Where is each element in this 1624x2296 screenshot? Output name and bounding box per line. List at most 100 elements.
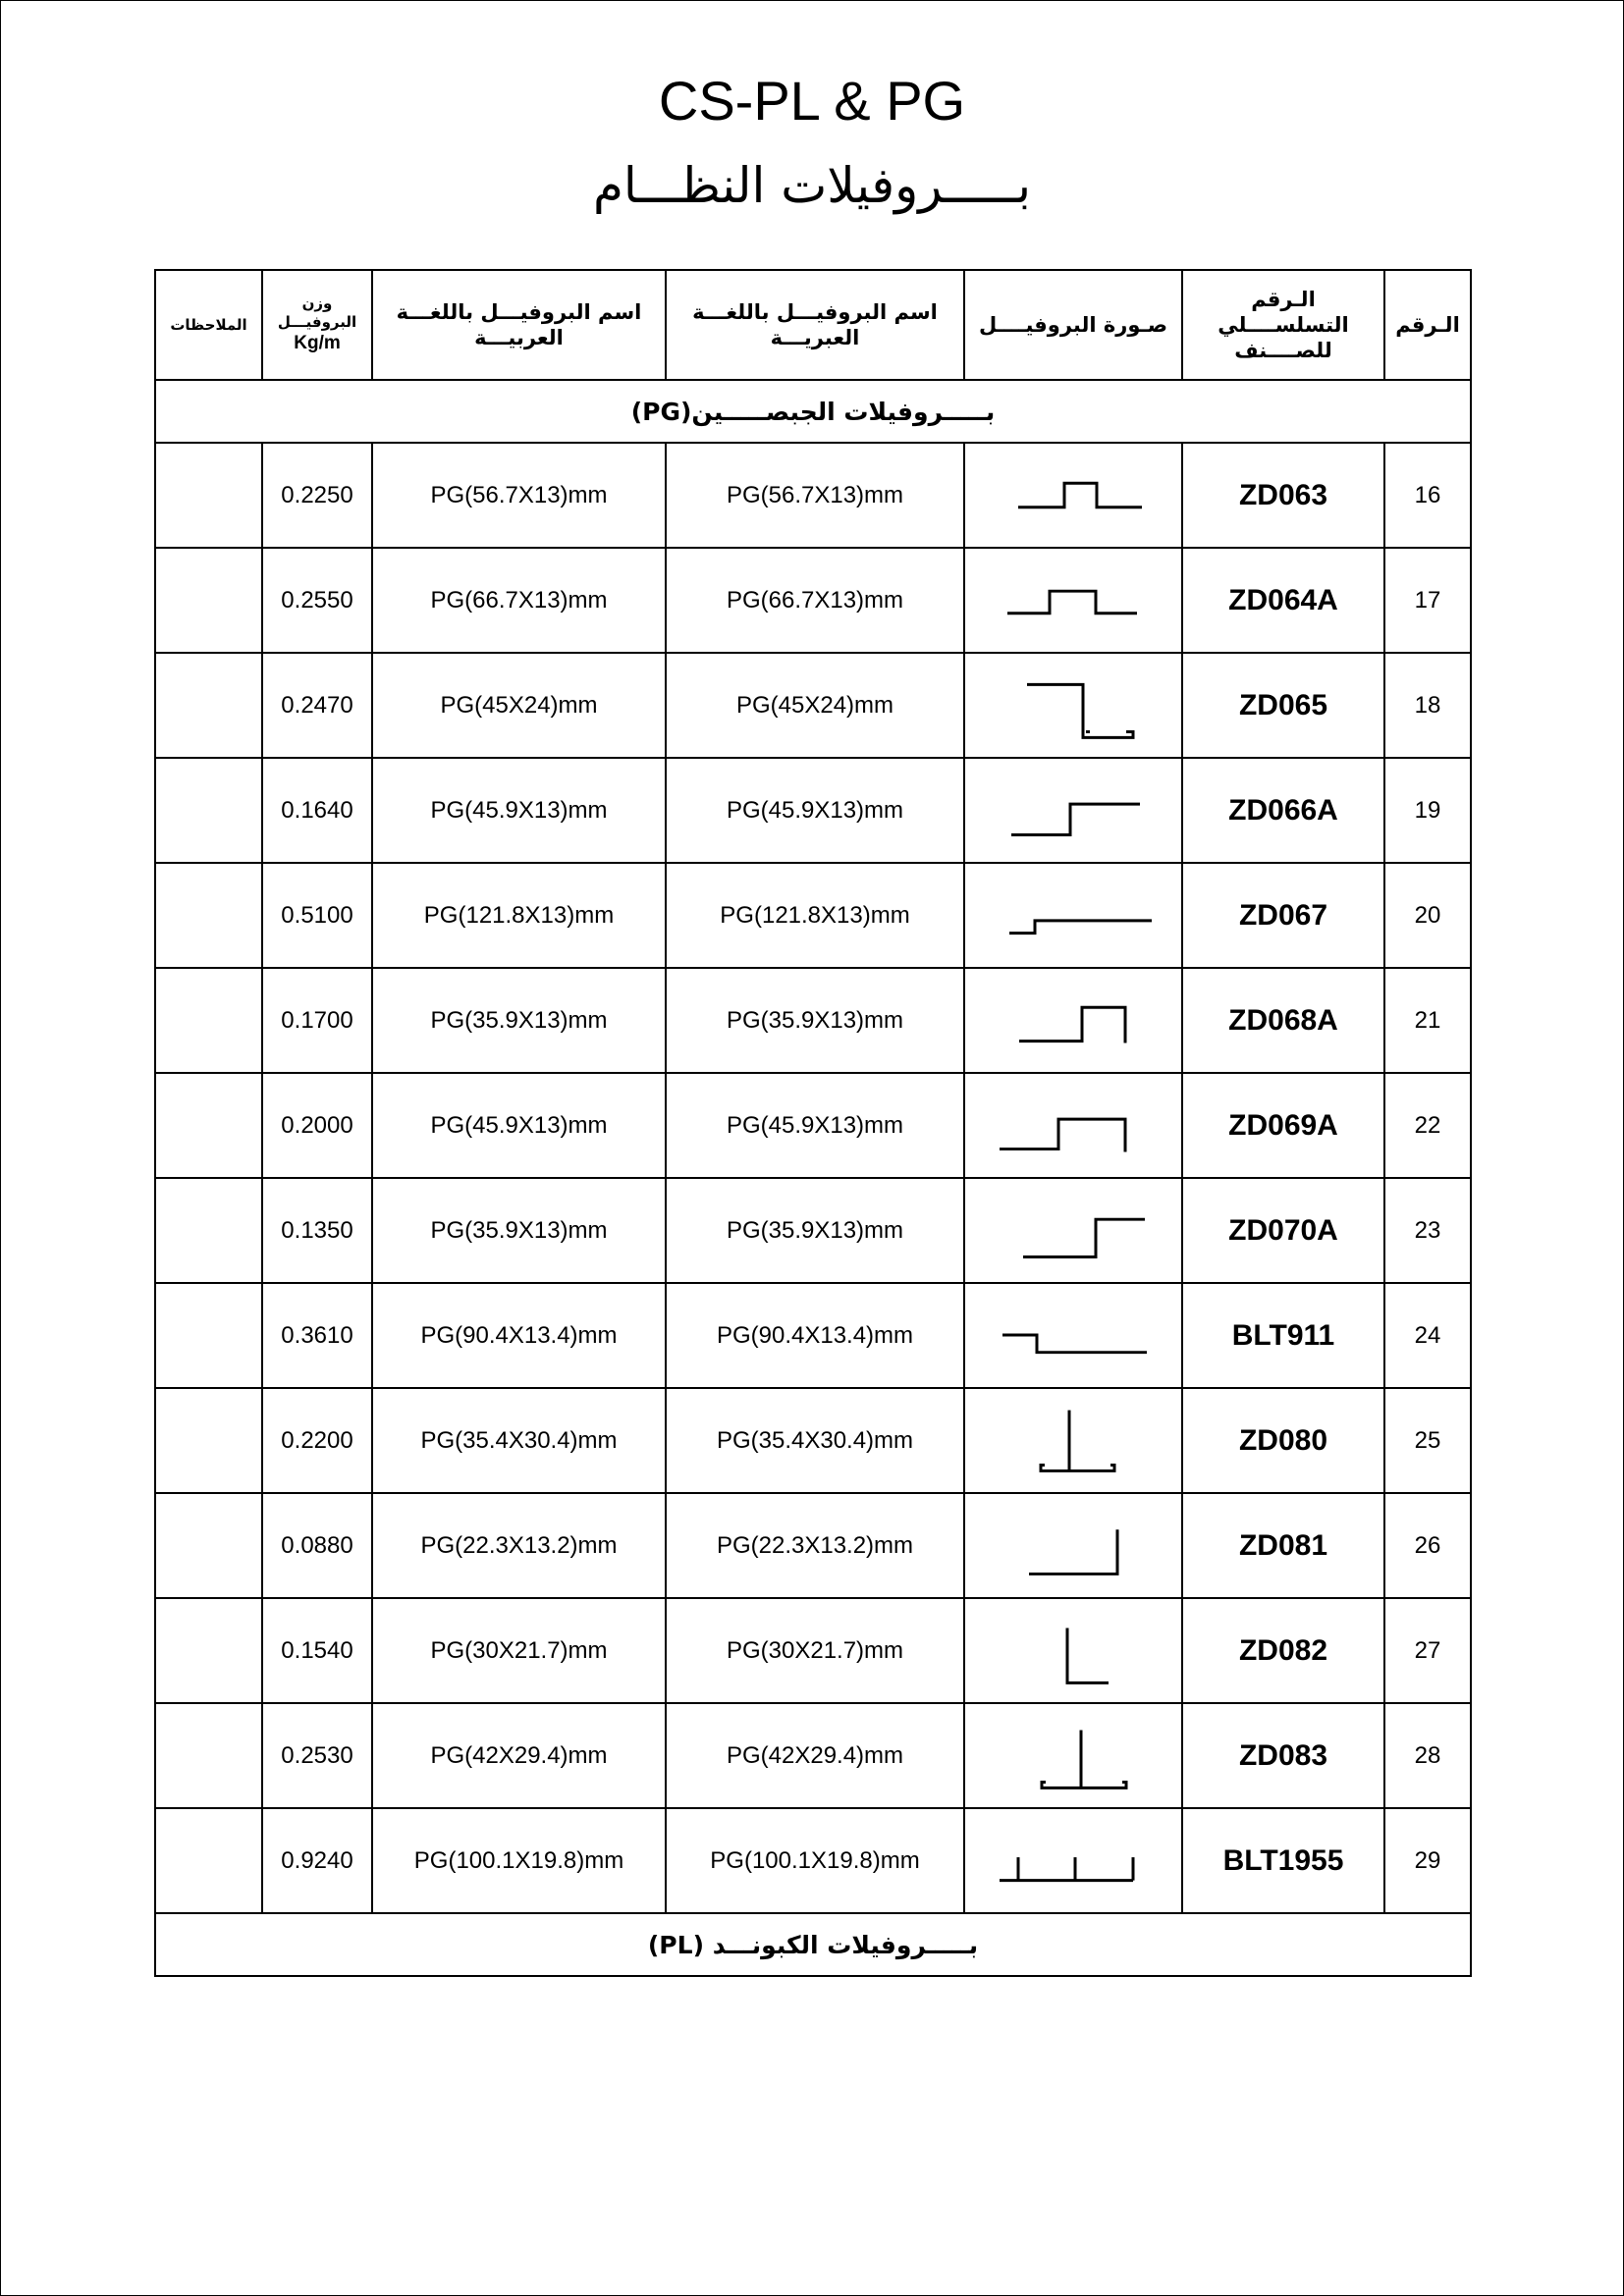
profile-name-arabic: PG(35.9X13)mm <box>371 1177 667 1284</box>
profile-notes <box>154 1492 263 1599</box>
profile-stroke <box>1000 1117 1127 1152</box>
header-weight-label: وزن البروفيـــل <box>277 294 357 332</box>
item-code: ZD081 <box>1181 1492 1385 1599</box>
profile-name-arabic: PG(121.8X13)mm <box>371 862 667 969</box>
header-weight: وزن البروفيـــل Kg/m <box>261 269 373 381</box>
profile-name-hebrew: PG(42X29.4)mm <box>665 1702 965 1809</box>
item-code: ZD083 <box>1181 1702 1385 1809</box>
profile-name-arabic: PG(30X21.7)mm <box>371 1597 667 1704</box>
step-channel-profile-icon <box>1019 1005 1127 1043</box>
profiles-table: الـرقم الـرقم التسلســــلي للصــــنف صـو… <box>154 269 1472 1977</box>
profile-notes <box>154 1177 263 1284</box>
row-number: 22 <box>1383 1072 1472 1179</box>
profile-notes <box>154 757 263 864</box>
row-number: 28 <box>1383 1702 1472 1809</box>
profile-notes <box>154 1807 263 1914</box>
profile-stroke <box>1007 589 1137 615</box>
profile-weight: 0.0880 <box>261 1492 373 1599</box>
profile-stroke <box>1023 1217 1145 1258</box>
t-profile-icon <box>1039 1410 1116 1472</box>
profile-name-hebrew: PG(22.3X13.2)mm <box>665 1492 965 1599</box>
profile-stroke <box>1019 1005 1127 1043</box>
table-row: 18 ZD065 PG(45X24)mm PG(45X24)mm 0.2470 <box>154 652 1472 759</box>
profile-notes <box>154 652 263 759</box>
profile-name-arabic: PG(35.9X13)mm <box>371 967 667 1074</box>
profile-name-arabic: PG(22.3X13.2)mm <box>371 1492 667 1599</box>
table-row: 20 ZD067 PG(121.8X13)mm PG(121.8X13)mm 0.510… <box>154 862 1472 969</box>
row-number: 20 <box>1383 862 1472 969</box>
row-number: 17 <box>1383 547 1472 654</box>
item-code: BLT911 <box>1181 1282 1385 1389</box>
profile-stroke <box>1002 1333 1147 1355</box>
row-number: 24 <box>1383 1282 1472 1389</box>
item-code: ZD063 <box>1181 442 1385 549</box>
l-profile-right-icon <box>1029 1529 1119 1575</box>
item-code: ZD082 <box>1181 1597 1385 1704</box>
profile-name-arabic: PG(100.1X19.8)mm <box>371 1807 667 1914</box>
step-profile-short-icon <box>1023 1217 1145 1258</box>
step-channel-profile-wide-icon <box>1000 1117 1127 1152</box>
profile-image <box>963 1177 1183 1284</box>
hat-profile-wide-icon <box>1007 589 1137 615</box>
header-row: الـرقم الـرقم التسلســــلي للصــــنف صـو… <box>154 269 1472 381</box>
document-subtitle: بـــــروفيلات النظـــام <box>592 157 1032 214</box>
l-profile-icon <box>1065 1628 1109 1684</box>
profile-stroke <box>1009 919 1152 935</box>
profile-name-hebrew: PG(35.9X13)mm <box>665 1177 965 1284</box>
row-number: 19 <box>1383 757 1472 864</box>
profile-stroke <box>1018 481 1142 509</box>
profile-name-arabic: PG(56.7X13)mm <box>371 442 667 549</box>
profile-stroke <box>1027 682 1135 739</box>
profile-name-hebrew: PG(30X21.7)mm <box>665 1597 965 1704</box>
profile-name-hebrew: PG(45.9X13)mm <box>665 757 965 864</box>
profile-image <box>963 967 1183 1074</box>
section-row-pl: بـــــروفيلات الكبونـــد (PL) <box>154 1912 1472 1977</box>
profile-image <box>963 442 1183 549</box>
table-row: 25 ZD080 PG(35.4X30.4)mm PG(35.4X30.4)mm 0.2… <box>154 1387 1472 1494</box>
profile-name-arabic: PG(45X24)mm <box>371 652 667 759</box>
z-profile-hooked-icon <box>1027 682 1135 739</box>
table-row: 23 ZD070A PG(35.9X13)mm PG(35.9X13)mm 0.1350 <box>154 1177 1472 1284</box>
profile-weight: 0.1640 <box>261 757 373 864</box>
profile-name-arabic: PG(66.7X13)mm <box>371 547 667 654</box>
row-number: 25 <box>1383 1387 1472 1494</box>
header-weight-unit: Kg/m <box>294 332 341 353</box>
profile-weight: 0.3610 <box>261 1282 373 1389</box>
profile-notes <box>154 1387 263 1494</box>
t-profile-tall-icon <box>1040 1730 1128 1789</box>
header-image: صـورة البروفيــــل <box>963 269 1183 381</box>
profile-stroke <box>1065 1628 1109 1684</box>
profile-image <box>963 757 1183 864</box>
profile-weight: 0.9240 <box>261 1807 373 1914</box>
profile-notes <box>154 1702 263 1809</box>
item-code: ZD065 <box>1181 652 1385 759</box>
profile-name-hebrew: PG(56.7X13)mm <box>665 442 965 549</box>
profile-notes <box>154 442 263 549</box>
profile-notes <box>154 1597 263 1704</box>
header-code: الـرقم التسلســــلي للصــــنف <box>1181 269 1385 381</box>
header-name-arabic: اسم البروفيـــل باللغـــة العربيـــة <box>371 269 667 381</box>
profile-image <box>963 1492 1183 1599</box>
profile-weight: 0.2550 <box>261 547 373 654</box>
profile-image <box>963 652 1183 759</box>
row-number: 23 <box>1383 1177 1472 1284</box>
section-title-pg: بـــــروفيلات الجبصـــــين(PG) <box>154 379 1472 444</box>
table-row: 26 ZD081 PG(22.3X13.2)mm PG(22.3X13.2)mm 0.0… <box>154 1492 1472 1599</box>
profile-weight: 0.1540 <box>261 1597 373 1704</box>
profile-notes <box>154 967 263 1074</box>
table-row: 24 BLT911 PG(90.4X13.4)mm PG(90.4X13.4)mm 0.… <box>154 1282 1472 1389</box>
profile-name-arabic: PG(42X29.4)mm <box>371 1702 667 1809</box>
table-row: 17 ZD064A PG(66.7X13)mm PG(66.7X13)mm 0.2550 <box>154 547 1472 654</box>
profile-stroke <box>1040 1781 1128 1789</box>
profile-notes <box>154 547 263 654</box>
low-step-profile-icon <box>1009 919 1152 935</box>
profile-weight: 0.5100 <box>261 862 373 969</box>
profile-name-hebrew: PG(121.8X13)mm <box>665 862 965 969</box>
profile-name-hebrew: PG(35.4X30.4)mm <box>665 1387 965 1494</box>
profile-stroke <box>1029 1529 1119 1575</box>
header-name-hebrew: اسم البروفيـــل باللغـــة العبريـــة <box>665 269 965 381</box>
profile-image <box>963 1072 1183 1179</box>
profile-name-hebrew: PG(66.7X13)mm <box>665 547 965 654</box>
table-row: 16 ZD063 PG(56.7X13)mm PG(56.7X13)mm 0.2250 <box>154 442 1472 549</box>
header-no: الـرقم <box>1383 269 1472 381</box>
